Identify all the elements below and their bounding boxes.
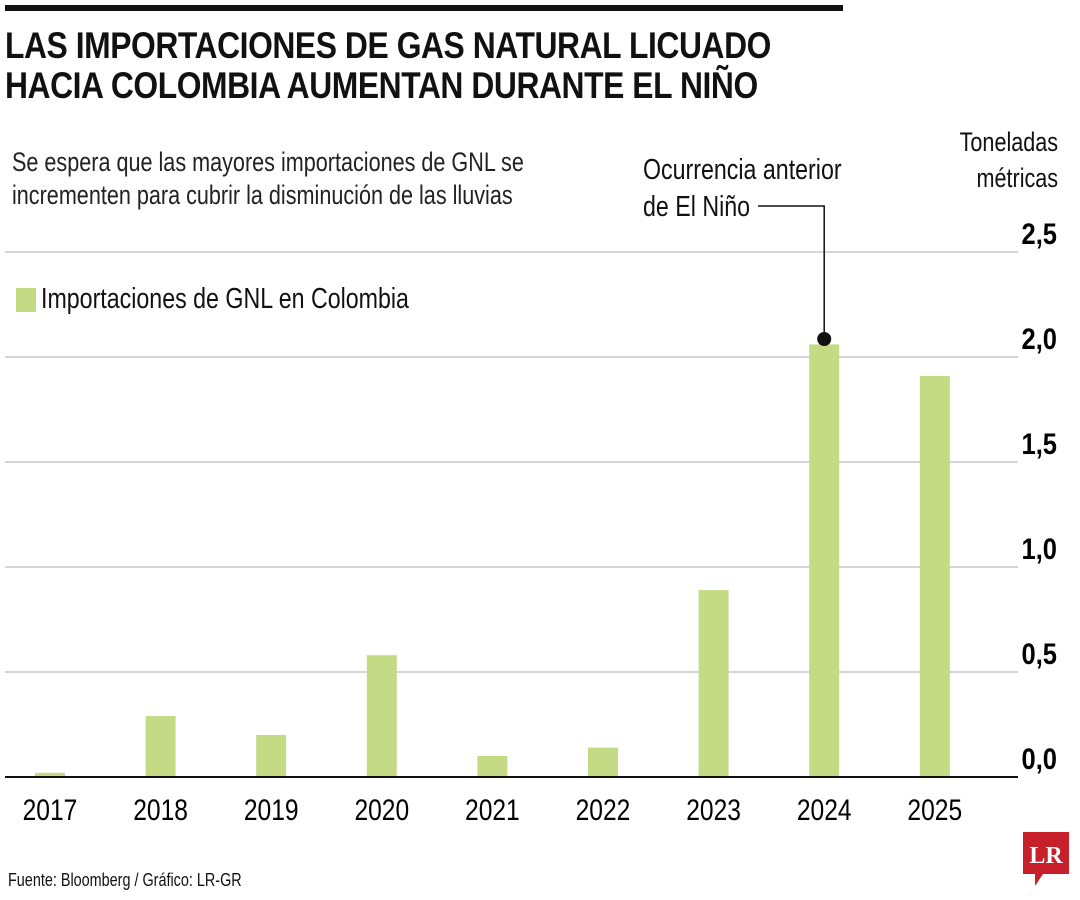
chart-subtitle: Se espera que las mayores importaciones … bbox=[12, 146, 524, 212]
bar-2018 bbox=[145, 716, 176, 777]
y-tick-label: 1,0 bbox=[1022, 532, 1057, 565]
subtitle-line-2: incrementen para cubrir la disminución d… bbox=[12, 180, 513, 210]
title-line-1: LAS IMPORTACIONES DE GAS NATURAL LICUADO bbox=[5, 25, 771, 66]
annotation-label: Ocurrencia anterior de El Niño bbox=[643, 152, 842, 226]
subtitle-line-1: Se espera que las mayores importaciones … bbox=[12, 147, 524, 177]
unit-line-1: Toneladas bbox=[959, 127, 1058, 157]
svg-text:LR: LR bbox=[1029, 843, 1063, 869]
x-tick-label: 2023 bbox=[686, 793, 741, 827]
bar-2021 bbox=[477, 756, 508, 777]
bar-2025 bbox=[919, 375, 950, 777]
x-tick-label: 2020 bbox=[354, 793, 409, 827]
bar-2024 bbox=[809, 344, 840, 777]
chart-title: LAS IMPORTACIONES DE GAS NATURAL LICUADO… bbox=[5, 26, 771, 106]
title-line-2: HACIA COLOMBIA AUMENTAN DURANTE EL NIÑO bbox=[5, 65, 758, 106]
y-tick-label: 0,5 bbox=[1022, 637, 1057, 670]
lr-logo: LR bbox=[1023, 832, 1069, 893]
annotation-line-1: Ocurrencia anterior bbox=[643, 154, 842, 186]
top-rule bbox=[5, 5, 843, 11]
y-axis-unit: Toneladas métricas bbox=[960, 124, 1058, 196]
annotation-line-2: de El Niño bbox=[643, 191, 751, 223]
x-tick-label: 2024 bbox=[797, 793, 852, 827]
source-note: Fuente: Bloomberg / Gráfico: LR-GR bbox=[8, 870, 242, 890]
legend-label: Importaciones de GNL en Colombia bbox=[41, 283, 409, 315]
x-tick-label: 2025 bbox=[907, 793, 962, 827]
y-tick-label: 0,0 bbox=[1022, 742, 1057, 775]
x-tick-label: 2018 bbox=[133, 793, 188, 827]
y-tick-label: 2,5 bbox=[1022, 217, 1057, 250]
x-tick-label: 2021 bbox=[465, 793, 520, 827]
bar-2022 bbox=[588, 747, 618, 777]
y-tick-label: 1,5 bbox=[1022, 427, 1057, 460]
bar-2017 bbox=[35, 772, 65, 777]
x-tick-label: 2019 bbox=[244, 793, 299, 827]
legend-swatch bbox=[16, 287, 36, 312]
unit-line-2: métricas bbox=[976, 163, 1058, 193]
y-tick-label: 2,0 bbox=[1022, 322, 1057, 355]
annotation-dot bbox=[817, 332, 832, 346]
bar-2020 bbox=[366, 655, 397, 777]
x-tick-label: 2017 bbox=[23, 793, 78, 827]
x-tick-label: 2022 bbox=[576, 793, 631, 827]
bar-2023 bbox=[698, 590, 729, 777]
annotation-leader-line bbox=[758, 205, 825, 338]
bar-2019 bbox=[256, 735, 287, 777]
legend: Importaciones de GNL en Colombia bbox=[16, 283, 501, 316]
